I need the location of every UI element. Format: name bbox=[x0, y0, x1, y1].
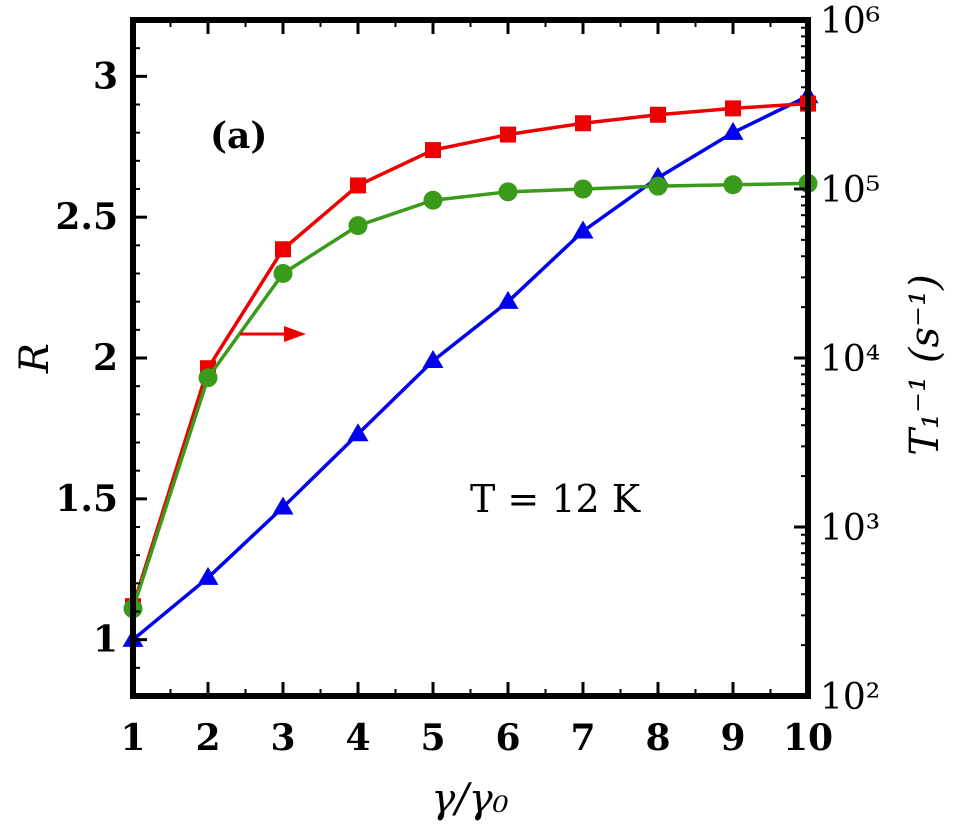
series-line-triangle bbox=[131, 94, 809, 642]
y-left-tick-label: 3 bbox=[93, 55, 118, 97]
y-right-tick-label: 10⁶ bbox=[820, 1, 880, 42]
data-point-triangle bbox=[272, 496, 294, 515]
x-tick-label: 8 bbox=[645, 717, 670, 759]
y-right-tick-label: 10³ bbox=[820, 508, 880, 549]
y-left-axis-label: R bbox=[12, 343, 58, 374]
data-point-circle bbox=[273, 264, 293, 283]
y-left-tick-label: 1 bbox=[93, 619, 118, 661]
x-tick-label: 7 bbox=[570, 717, 595, 759]
plot-marks bbox=[122, 85, 819, 647]
x-tick-label: 5 bbox=[420, 717, 445, 759]
data-point-triangle bbox=[347, 423, 369, 442]
y-right-tick-label: 10⁵ bbox=[820, 170, 880, 211]
data-point-circle bbox=[348, 216, 368, 236]
data-point-circle bbox=[723, 175, 743, 195]
data-point-triangle bbox=[722, 121, 744, 140]
y-left-tick-label: 2.5 bbox=[55, 196, 118, 238]
x-tick-label: 3 bbox=[270, 717, 295, 759]
x-tick-label: 4 bbox=[345, 717, 370, 759]
data-point-square bbox=[575, 115, 591, 132]
plot-frame bbox=[130, 17, 811, 699]
data-point-circle bbox=[573, 179, 593, 199]
x-tick-label: 2 bbox=[195, 717, 220, 759]
y-right-tick-label: 10² bbox=[820, 677, 880, 718]
data-point-circle bbox=[498, 182, 518, 202]
data-point-square bbox=[500, 126, 516, 143]
y-left-tick-label: 2 bbox=[93, 337, 118, 379]
x-tick-label: 10 bbox=[783, 717, 833, 759]
data-point-square bbox=[350, 177, 366, 194]
data-point-triangle bbox=[197, 566, 219, 585]
series-line-circle bbox=[131, 181, 809, 610]
data-point-triangle bbox=[572, 220, 594, 239]
axis-ticks: 1 2 3 4 5 6 7 8 9 10 1 1.5 2 2.5 3 10² 10³ 10⁴ 10⁵ 10⁶ bbox=[55, 1, 880, 759]
panel-label: (a) bbox=[210, 115, 267, 157]
data-point-circle bbox=[198, 368, 218, 388]
data-point-square bbox=[650, 106, 666, 123]
data-point-circle bbox=[648, 176, 668, 196]
y-right-axis-label: T₁⁻¹ (s⁻¹) bbox=[902, 274, 948, 455]
temperature-annotation: T = 12 K bbox=[470, 477, 641, 521]
x-tick-label: 1 bbox=[120, 717, 145, 759]
data-point-triangle bbox=[497, 290, 519, 309]
right-axis-arrow-head bbox=[284, 326, 306, 342]
x-tick-label: 9 bbox=[720, 717, 745, 759]
data-point-square bbox=[425, 142, 441, 159]
series-line-square bbox=[131, 101, 809, 607]
data-point-triangle bbox=[422, 350, 444, 369]
data-point-square bbox=[725, 100, 741, 117]
y-right-tick-label: 10⁴ bbox=[820, 339, 880, 380]
data-point-square bbox=[275, 241, 291, 258]
x-axis-label: γ/γ₀ bbox=[431, 776, 508, 822]
data-point-circle bbox=[423, 190, 443, 210]
y-left-tick-label: 1.5 bbox=[55, 478, 118, 520]
x-tick-label: 6 bbox=[495, 717, 520, 759]
